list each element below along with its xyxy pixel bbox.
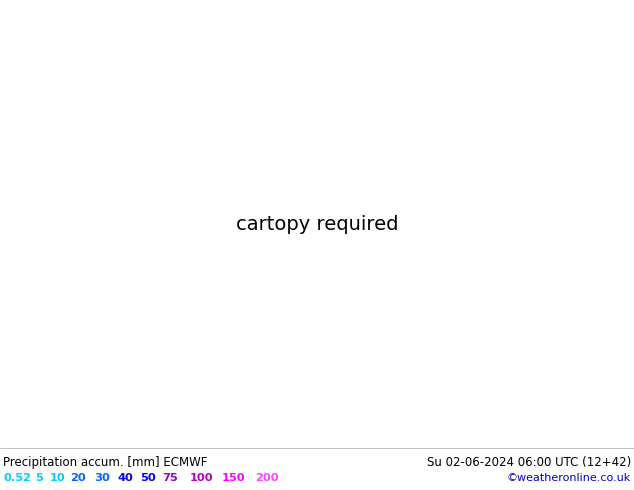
Text: 40: 40 bbox=[117, 472, 133, 483]
Text: 2: 2 bbox=[22, 472, 30, 483]
Text: cartopy required: cartopy required bbox=[236, 215, 398, 234]
Text: 75: 75 bbox=[162, 472, 178, 483]
Text: ©weatheronline.co.uk: ©weatheronline.co.uk bbox=[507, 472, 631, 483]
Text: 50: 50 bbox=[140, 472, 156, 483]
Text: 30: 30 bbox=[94, 472, 110, 483]
Text: 200: 200 bbox=[255, 472, 278, 483]
Text: 10: 10 bbox=[50, 472, 66, 483]
Text: 20: 20 bbox=[70, 472, 86, 483]
Text: 5: 5 bbox=[35, 472, 43, 483]
Text: 100: 100 bbox=[190, 472, 214, 483]
Text: Su 02-06-2024 06:00 UTC (12+42): Su 02-06-2024 06:00 UTC (12+42) bbox=[427, 456, 631, 469]
Text: 0.5: 0.5 bbox=[3, 472, 23, 483]
Text: 150: 150 bbox=[222, 472, 245, 483]
Text: Precipitation accum. [mm] ECMWF: Precipitation accum. [mm] ECMWF bbox=[3, 456, 207, 469]
